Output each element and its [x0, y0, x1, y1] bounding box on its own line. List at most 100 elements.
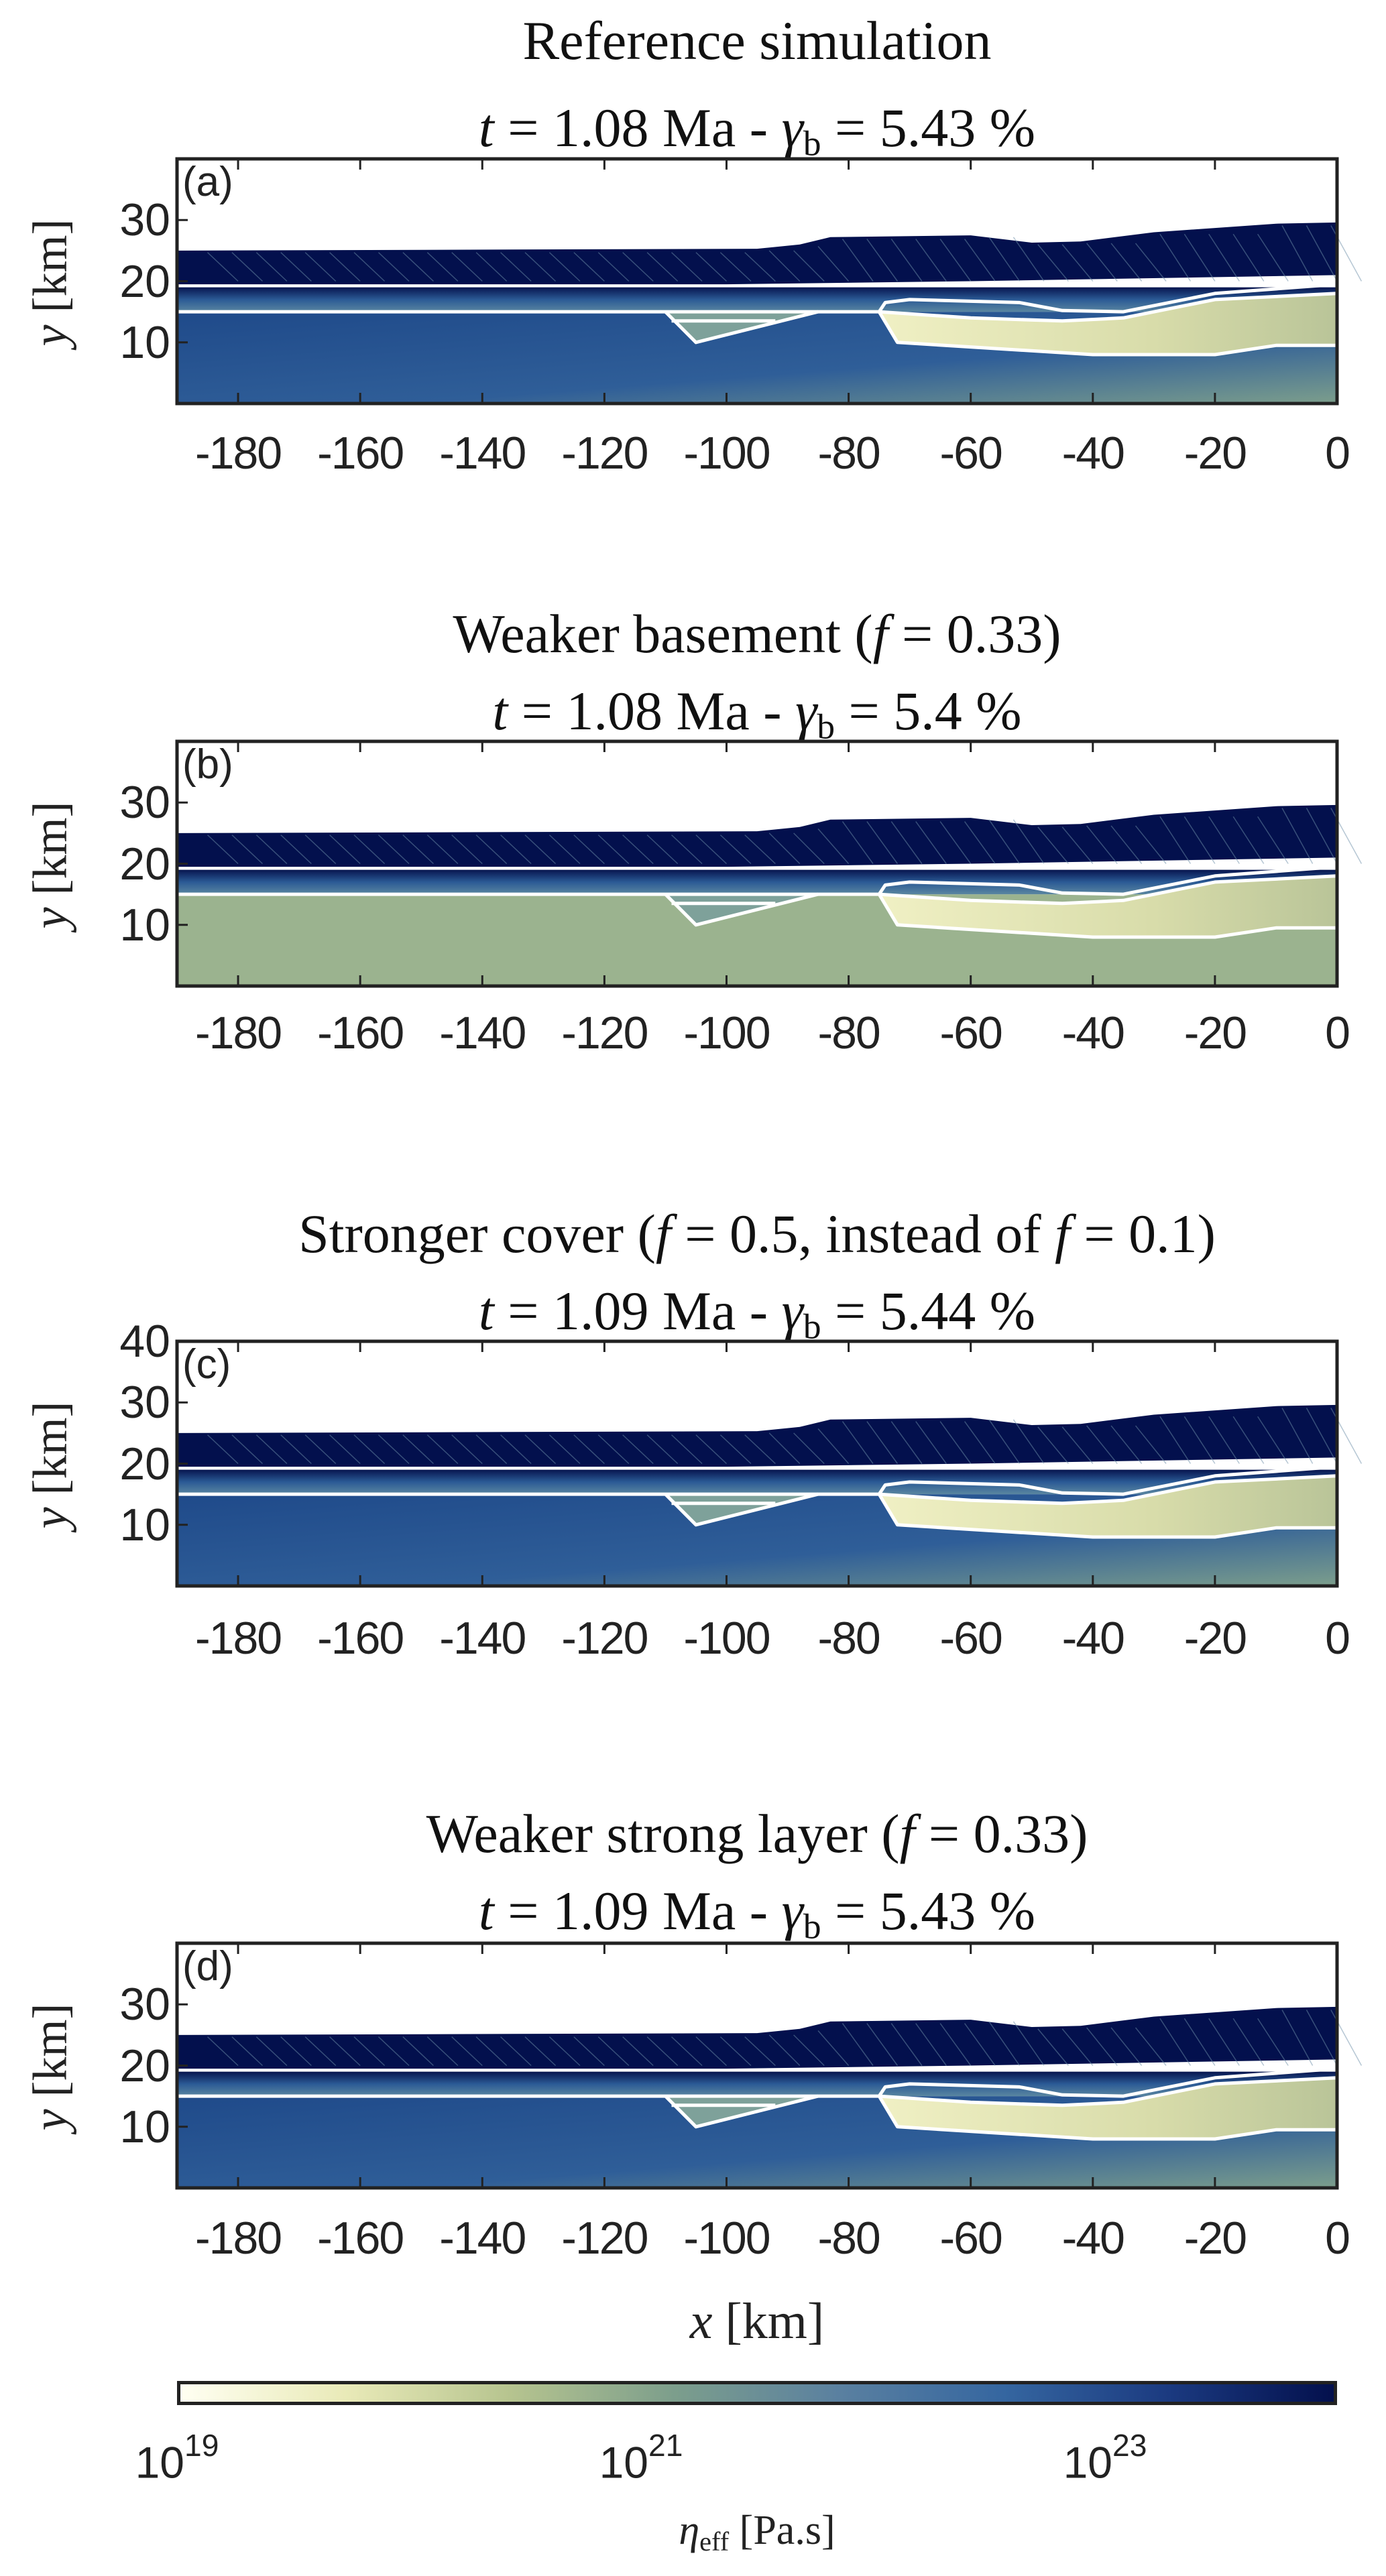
- shear-band: [597, 252, 630, 282]
- shear-band: [1306, 1408, 1338, 1464]
- panel-subtitle: t = 1.09 Ma - γb = 5.44 %: [177, 1284, 1337, 1345]
- shear-band: [548, 835, 581, 865]
- shear-band: [1110, 243, 1143, 282]
- shear-band: [646, 835, 679, 865]
- shear-band: [915, 821, 947, 864]
- decollement-zone: [177, 2071, 1337, 2097]
- title-text: Weaker basement (: [453, 603, 873, 664]
- shear-value: = 5.4 %: [835, 680, 1022, 741]
- shear-band: [646, 2036, 679, 2067]
- shear-band: [304, 2036, 337, 2067]
- x-tick-label: 0: [1325, 428, 1350, 479]
- sedimentary-cover: [177, 2006, 1337, 2069]
- shear-band: [280, 252, 312, 282]
- shear-band: [695, 2036, 727, 2067]
- colorbar: [177, 2381, 1337, 2405]
- shear-band: [1061, 244, 1094, 282]
- shear-band: [451, 252, 483, 282]
- shear-band: [646, 252, 679, 282]
- shear-band: [1013, 819, 1045, 864]
- strong-layer-block: [879, 1475, 1337, 1537]
- shear-band: [1061, 1426, 1094, 1464]
- shear-band: [842, 821, 874, 864]
- shear-band: [1110, 825, 1143, 864]
- shear-value: = 5.43 %: [821, 1880, 1036, 1941]
- y-axis-label: y [km]: [22, 2003, 78, 2130]
- shear-band: [1013, 1419, 1045, 1464]
- shear-band: [1061, 2028, 1094, 2066]
- gamma-subscript: b: [803, 1906, 821, 1947]
- shear-band: [304, 252, 337, 282]
- shear-band: [817, 828, 850, 864]
- x-axis-label: x [km]: [177, 2292, 1337, 2351]
- shear-band: [939, 821, 972, 864]
- shear-band: [597, 2036, 630, 2067]
- viscosity-field: [175, 157, 1363, 406]
- shear-band: [1159, 2018, 1192, 2066]
- shear-band: [1232, 2018, 1265, 2066]
- shear-band: [1183, 1416, 1216, 1464]
- x-tick-label: -140: [439, 2213, 526, 2264]
- y-symbol: y: [23, 324, 77, 346]
- shear-band: [402, 1434, 434, 1465]
- shear-band: [402, 835, 434, 865]
- shear-band: [1159, 233, 1192, 282]
- y-symbol: y: [23, 907, 77, 928]
- shear-band: [964, 821, 996, 864]
- y-unit: [km]: [23, 2003, 77, 2109]
- strong-layer-base: [877, 310, 1337, 357]
- shear-band: [1232, 233, 1265, 282]
- x-tick-label: -80: [817, 1613, 880, 1664]
- shear-band: [1183, 2018, 1216, 2066]
- tick-exponent: 23: [1112, 2428, 1147, 2463]
- shear-band: [671, 835, 703, 865]
- shear-band: [890, 2023, 923, 2066]
- y-unit: [km]: [23, 1401, 77, 1507]
- shear-band: [768, 833, 801, 865]
- shear-band: [500, 252, 532, 282]
- shear-band: [1306, 2010, 1338, 2066]
- title-text: Stronger cover (: [298, 1203, 656, 1264]
- x-symbol: x: [689, 2293, 713, 2349]
- x-tick-label: -120: [561, 1007, 648, 1058]
- x-unit: [km]: [712, 2293, 825, 2349]
- shear-band: [426, 252, 459, 282]
- shear-band: [1257, 1416, 1289, 1464]
- shear-band: [353, 252, 386, 282]
- shear-band: [207, 252, 239, 282]
- shear-band: [280, 1434, 312, 1465]
- shear-band: [378, 835, 410, 865]
- shear-band: [548, 2036, 581, 2067]
- title-f-symbol: f: [872, 603, 888, 664]
- shear-band: [744, 1434, 776, 1465]
- shear-band: [890, 1421, 923, 1464]
- y-unit: [km]: [23, 219, 77, 324]
- shear-band: [353, 835, 386, 865]
- y-tick-label: 10: [119, 2101, 170, 2152]
- shear-band: [500, 835, 532, 865]
- x-tick-label: -60: [939, 2213, 1003, 2264]
- sedimentary-cover: [177, 804, 1337, 867]
- title-rest: = 0.33): [888, 603, 1061, 664]
- shear-band: [744, 2036, 776, 2067]
- shear-band: [1037, 826, 1069, 864]
- shear-band: [451, 2036, 483, 2067]
- shear-value: = 5.44 %: [821, 1280, 1036, 1341]
- time-value: = 1.09 Ma -: [494, 1280, 782, 1341]
- panel-axes: (c): [175, 1339, 1363, 1588]
- x-tick-label: -120: [561, 2213, 648, 2264]
- x-tick-label: -40: [1061, 1613, 1125, 1664]
- title-f-symbol: f: [1055, 1203, 1070, 1264]
- strong-layer-upper: [878, 292, 1338, 323]
- x-tick-label: -160: [317, 1613, 404, 1664]
- shear-band: [719, 252, 752, 282]
- shear-band: [573, 2036, 605, 2067]
- strong-layer-block: [879, 2077, 1337, 2139]
- shear-band: [695, 1434, 727, 1465]
- shear-band: [671, 2036, 703, 2067]
- shear-band: [890, 821, 923, 864]
- shear-band: [964, 2023, 996, 2066]
- panel-label: (a): [182, 159, 233, 205]
- shear-band: [866, 821, 899, 864]
- x-tick-label: -100: [683, 2213, 770, 2264]
